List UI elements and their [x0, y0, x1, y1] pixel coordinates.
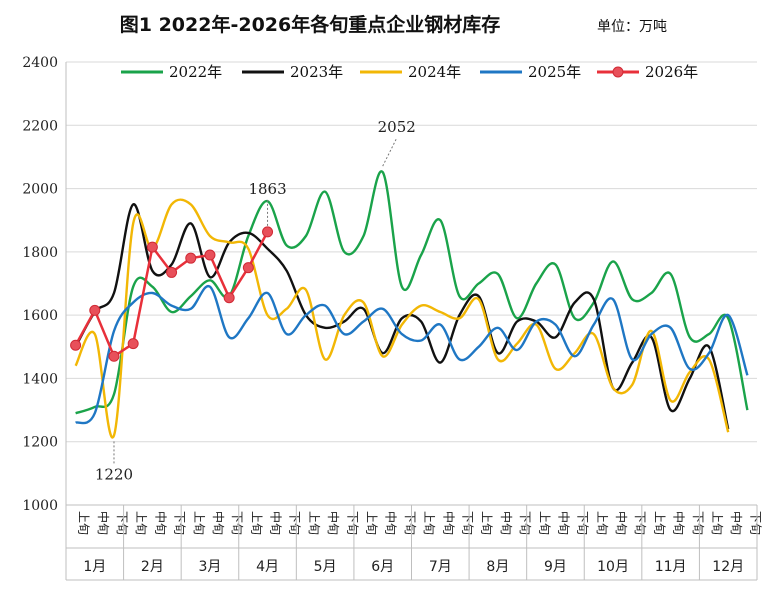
series-line-0: [75, 170, 749, 415]
data-point: [223, 292, 235, 304]
x-tick-label: 上旬: [652, 511, 666, 535]
x-tick-label: 下旬: [691, 511, 705, 535]
x-tick-label: 上旬: [307, 511, 321, 535]
x-tick-label: 下旬: [633, 511, 647, 535]
x-tick-label: 上旬: [134, 511, 148, 535]
x-tick-label: 中旬: [614, 511, 629, 535]
y-tick-label: 1000: [22, 498, 58, 514]
x-tick-label: 上旬: [192, 511, 206, 535]
x-tick-label: 上旬: [710, 511, 724, 535]
x-tick-label: 上旬: [77, 511, 91, 535]
x-tick-label: 上旬: [595, 511, 609, 535]
data-point: [262, 226, 274, 238]
legend-label: 2026年: [645, 63, 698, 81]
data-point: [70, 339, 82, 351]
x-tick-label: 下旬: [576, 511, 590, 535]
month-label: 10月: [597, 559, 629, 575]
month-label: 4月: [256, 559, 279, 575]
x-tick-label: 下旬: [518, 511, 532, 535]
x-tick-label: 中旬: [384, 511, 399, 535]
data-point: [242, 262, 254, 274]
x-tick-label: 下旬: [173, 511, 187, 535]
y-tick-label: 2400: [22, 55, 58, 71]
legend-label: 2023年: [290, 63, 343, 81]
data-point: [89, 304, 101, 316]
annotation-label: 2052: [378, 118, 416, 136]
x-tick-label: 中旬: [729, 511, 744, 535]
series-line-1: [74, 203, 730, 430]
legend: 2022年 2023年 2024年 2025年 2026年: [121, 63, 698, 81]
month-label: 6月: [371, 559, 394, 575]
x-tick-label: 上旬: [537, 511, 551, 535]
y-tick-label: 1400: [22, 371, 58, 387]
x-tick-label: 下旬: [345, 511, 359, 535]
annotation-leader: [382, 137, 398, 167]
month-label: 12月: [712, 559, 744, 575]
series-line-3: [75, 284, 749, 425]
data-point: [108, 350, 120, 362]
x-tick-label: 下旬: [403, 511, 417, 535]
legend-label: 2024年: [408, 63, 461, 81]
annotation-layer: 2052 1863 1220: [95, 118, 416, 483]
month-label: 1月: [83, 559, 106, 575]
x-tick-label: 上旬: [249, 511, 263, 535]
month-label: 2月: [141, 559, 164, 575]
month-label: 8月: [486, 559, 509, 575]
y-tick-label: 1800: [22, 245, 58, 261]
x-tick-label: 下旬: [748, 511, 762, 535]
y-tick-label: 2000: [22, 182, 58, 198]
x-tick-label: 中旬: [499, 511, 514, 535]
y-tick-label: 2200: [22, 118, 58, 134]
x-tick-label: 上旬: [422, 511, 436, 535]
month-label: 11月: [655, 559, 687, 575]
month-label: 9月: [544, 559, 567, 575]
x-tick-label: 中旬: [556, 511, 571, 535]
chart-unit: 单位：万吨: [597, 19, 667, 35]
x-tick-label: 中旬: [153, 511, 168, 535]
x-tick-label: 中旬: [441, 511, 456, 535]
x-tick-label: 下旬: [288, 511, 302, 535]
chart-title: 图1 2022年-2026年各旬重点企业钢材库存: [119, 14, 501, 36]
legend-label: 2025年: [528, 63, 581, 81]
legend-marker: [612, 66, 624, 78]
x-tick-label: 下旬: [230, 511, 244, 535]
y-tick-label: 1200: [22, 435, 58, 451]
y-tick-label: 1600: [22, 308, 58, 324]
legend-label: 2022年: [169, 63, 222, 81]
annotation-label: 1220: [95, 465, 133, 483]
month-label: 3月: [198, 559, 221, 575]
series-line-4: [74, 231, 269, 358]
data-point: [127, 338, 139, 350]
x-tick-label: 中旬: [672, 511, 687, 535]
month-label: 7月: [429, 559, 452, 575]
marker-layer: [70, 226, 274, 362]
month-label: 5月: [314, 559, 337, 575]
data-point: [185, 252, 197, 264]
x-tick-label: 上旬: [365, 511, 379, 535]
x-tick-label: 下旬: [460, 511, 474, 535]
x-tick-label: 上旬: [480, 511, 494, 535]
annotation-label: 1863: [248, 180, 286, 198]
x-tick-label: 中旬: [269, 511, 284, 535]
data-point: [166, 266, 178, 278]
series-layer: [74, 170, 749, 439]
x-tick-label: 中旬: [211, 511, 226, 535]
x-tick-label: 下旬: [115, 511, 129, 535]
data-point: [204, 249, 216, 261]
x-tick-label: 中旬: [96, 511, 111, 535]
data-point: [146, 241, 158, 253]
x-tick-label: 中旬: [326, 511, 341, 535]
series-line-2: [74, 198, 730, 439]
